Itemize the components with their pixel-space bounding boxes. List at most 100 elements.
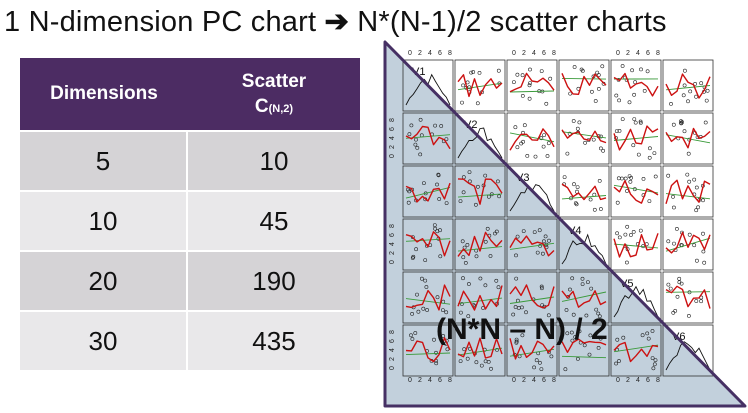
table-row: 5 10 xyxy=(20,130,360,190)
fit-line xyxy=(405,186,451,199)
variable-label: V4 xyxy=(568,225,581,237)
scatter-point xyxy=(673,308,678,313)
scatter-point xyxy=(627,174,632,179)
scatter-point xyxy=(514,276,519,281)
axis-tick-label: 2 xyxy=(389,357,396,361)
scatter-point xyxy=(425,308,430,312)
scatter-point xyxy=(410,235,415,240)
panel-frame xyxy=(610,112,662,165)
scatter-point xyxy=(528,81,532,86)
scatter-point xyxy=(614,129,619,134)
scatter-point xyxy=(640,333,645,338)
scatter-point xyxy=(686,151,691,156)
scatter-point xyxy=(424,285,429,289)
axis-tick-label: 6 xyxy=(389,127,396,131)
scatter-point xyxy=(650,329,655,333)
scatter-point xyxy=(483,283,488,288)
axis-tick-label: 8 xyxy=(656,50,660,57)
scatter-point xyxy=(461,83,466,88)
smooth-curve xyxy=(509,72,555,93)
scatter-point xyxy=(439,124,444,128)
scatter-point xyxy=(467,282,471,286)
axis-tick-label: 4 xyxy=(532,377,536,384)
smooth-curve xyxy=(405,231,451,257)
panel-frame xyxy=(662,59,714,112)
smooth-curve xyxy=(665,179,711,205)
panel-frame xyxy=(454,165,506,218)
scatter-point xyxy=(539,284,544,289)
scatter-point xyxy=(614,93,619,98)
scatter-point xyxy=(694,185,699,190)
scatter-point xyxy=(617,129,622,133)
scatter-point xyxy=(543,234,548,239)
scatter-point xyxy=(699,299,704,304)
table-row: 10 45 xyxy=(20,190,360,250)
scatter-point xyxy=(666,173,671,178)
panel-frame xyxy=(454,59,506,112)
scatter-point xyxy=(645,331,650,336)
scatter-point xyxy=(497,194,502,199)
scatter-point xyxy=(416,309,421,314)
smooth-curve xyxy=(665,231,711,254)
scatter-point xyxy=(413,142,418,147)
smooth-curve xyxy=(561,290,607,308)
scatter-point xyxy=(471,70,476,74)
scatter-point xyxy=(541,144,546,149)
scatter-point xyxy=(407,189,412,194)
panel-frame xyxy=(454,324,506,377)
smooth-curve xyxy=(665,285,711,309)
scatter-point xyxy=(693,82,698,86)
smooth-curve xyxy=(405,182,451,203)
axis-tick-label: 6 xyxy=(542,377,546,384)
smooth-curve xyxy=(561,183,607,201)
scatter-point xyxy=(671,194,675,199)
scatter-point xyxy=(620,64,625,68)
panel-frame xyxy=(506,112,558,165)
scatter-point xyxy=(704,98,709,103)
panel-frame xyxy=(558,218,610,271)
scatter-point xyxy=(483,359,488,364)
scatter-point xyxy=(642,89,647,93)
scatter-point xyxy=(652,151,657,156)
scatter-point xyxy=(527,83,532,88)
scatter-point xyxy=(692,243,697,248)
scatter-cell: 190 xyxy=(188,250,360,310)
scatter-point xyxy=(692,177,697,182)
axis-tick-label: 0 xyxy=(512,50,516,57)
scatter-point xyxy=(458,359,463,364)
scatter-point xyxy=(694,299,699,303)
scatter-point xyxy=(633,120,638,125)
panel-frame xyxy=(662,324,714,377)
scatter-point xyxy=(615,231,620,236)
axis-tick-label: 6 xyxy=(389,233,396,237)
fit-line xyxy=(509,242,555,250)
scatter-point xyxy=(514,253,518,258)
scatter-point xyxy=(631,229,636,234)
scatter-point xyxy=(587,352,592,357)
scatter-point xyxy=(522,123,527,128)
scatter-point xyxy=(474,360,479,365)
scatter-point xyxy=(418,152,423,157)
scatter-point xyxy=(465,80,470,85)
smooth-curve xyxy=(405,284,451,311)
scatter-cell: 10 xyxy=(188,130,360,190)
scatter-point xyxy=(477,71,482,75)
scatter-point xyxy=(681,93,686,98)
scatter-point xyxy=(410,311,415,316)
scatter-point xyxy=(524,310,528,315)
scatter-point xyxy=(409,333,413,338)
scatter-point xyxy=(532,230,537,235)
scatter-point xyxy=(701,231,705,236)
scatter-point xyxy=(563,367,568,372)
scatter-point xyxy=(459,310,463,315)
variable-label: V1 xyxy=(412,66,425,78)
scatter-point xyxy=(679,121,684,125)
scatter-point xyxy=(547,350,551,355)
scatter-point xyxy=(462,245,467,250)
scatter-point xyxy=(520,73,525,78)
panel-frame xyxy=(506,59,558,112)
scatter-point xyxy=(539,69,544,74)
scatter-point xyxy=(547,238,551,243)
scatter-point xyxy=(540,251,545,256)
scatter-point xyxy=(461,276,465,281)
